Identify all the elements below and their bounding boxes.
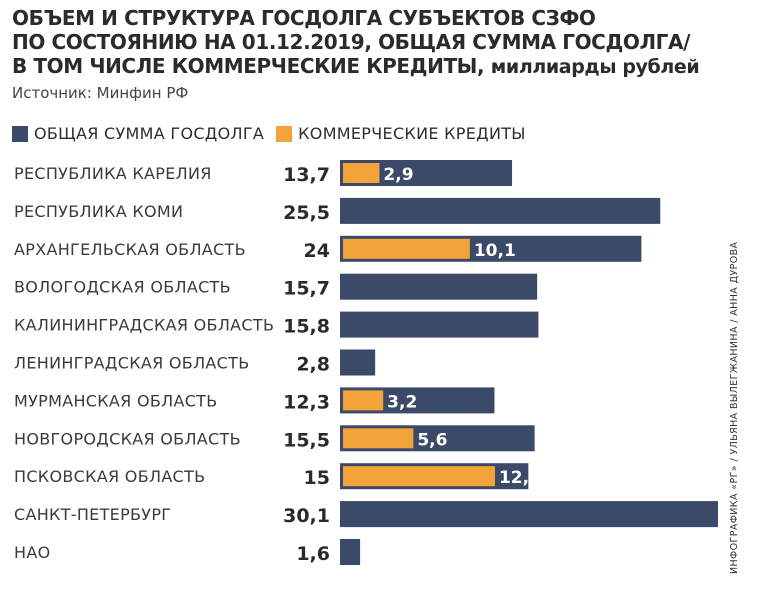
total-bar bbox=[340, 273, 538, 300]
title-line-3: В ТОМ ЧИСЛЕ КОММЕРЧЕСКИЕ КРЕДИТЫ, миллиа… bbox=[12, 54, 712, 79]
commercial-bar bbox=[343, 390, 384, 411]
commercial-bar bbox=[343, 428, 414, 449]
total-value-label: 2,8 bbox=[296, 354, 330, 376]
total-value-label: 13,7 bbox=[283, 164, 330, 186]
commercial-value-label: 12,1 bbox=[499, 468, 541, 488]
commercial-value-label: 10,1 bbox=[474, 241, 516, 261]
title-unit: миллиарды рублей bbox=[490, 56, 700, 78]
total-value-label: 30,1 bbox=[283, 505, 330, 527]
commercial-value-label: 2,9 bbox=[383, 165, 413, 185]
category-label: МУРМАНСКАЯ ОБЛАСТЬ bbox=[14, 391, 218, 410]
total-value-label: 15,7 bbox=[283, 278, 330, 300]
title-line-1: ОБЪЕМ И СТРУКТУРА ГОСДОЛГА СУБЪЕКТОВ СЗФ… bbox=[12, 6, 596, 30]
source-note: Источник: Минфин РФ bbox=[12, 84, 189, 102]
legend-swatch-total bbox=[12, 125, 28, 142]
total-bar bbox=[340, 311, 539, 338]
category-label: РЕСПУБЛИКА КАРЕЛИЯ bbox=[14, 164, 212, 183]
total-value-label: 15,8 bbox=[283, 316, 330, 338]
total-value-label: 24 bbox=[304, 240, 330, 262]
total-bar bbox=[340, 349, 376, 376]
legend-item-total: ОБЩАЯ СУММА ГОСДОЛГА bbox=[12, 124, 264, 143]
total-value-label: 15,5 bbox=[283, 429, 330, 451]
total-value-label: 15 bbox=[304, 467, 330, 489]
category-label: КАЛИНИНГРАДСКАЯ ОБЛАСТЬ bbox=[14, 316, 274, 335]
chart-title: ОБЪЕМ И СТРУКТУРА ГОСДОЛГА СУБЪЕКТОВ СЗФ… bbox=[12, 6, 712, 79]
total-bar bbox=[340, 197, 661, 224]
total-bar bbox=[340, 501, 718, 528]
legend-label-total: ОБЩАЯ СУММА ГОСДОЛГА bbox=[34, 124, 265, 143]
category-label: ЛЕНИНГРАДСКАЯ ОБЛАСТЬ bbox=[14, 354, 249, 373]
credit-line: ИНФОГРАФИКА «РГ» / УЛЬЯНА ВЫЛЕГЖАНИНА / … bbox=[729, 241, 740, 574]
category-label: ВОЛОГОДСКАЯ ОБЛАСТЬ bbox=[14, 278, 231, 297]
category-label: НОВГОРОДСКАЯ ОБЛАСТЬ bbox=[14, 429, 241, 448]
total-value-label: 1,6 bbox=[296, 543, 330, 565]
legend-item-commercial: КОММЕРЧЕСКИЕ КРЕДИТЫ bbox=[276, 124, 526, 143]
category-label: АРХАНГЕЛЬСКАЯ ОБЛАСТЬ bbox=[14, 240, 246, 259]
commercial-bar bbox=[343, 238, 470, 259]
category-label: ПСКОВСКАЯ ОБЛАСТЬ bbox=[14, 467, 205, 486]
category-label: НАО bbox=[14, 543, 50, 562]
legend: ОБЩАЯ СУММА ГОСДОЛГА КОММЕРЧЕСКИЕ КРЕДИТ… bbox=[12, 124, 538, 143]
title-line-3-text: В ТОМ ЧИСЛЕ КОММЕРЧЕСКИЕ КРЕДИТЫ, bbox=[12, 54, 485, 78]
total-value-label: 25,5 bbox=[283, 202, 330, 224]
category-label: САНКТ-ПЕТЕРБУРГ bbox=[14, 505, 171, 524]
commercial-bar bbox=[343, 466, 495, 487]
legend-swatch-commercial bbox=[276, 125, 293, 142]
category-label: РЕСПУБЛИКА КОМИ bbox=[14, 202, 183, 221]
commercial-value-label: 5,6 bbox=[417, 430, 447, 450]
commercial-bar bbox=[343, 163, 380, 183]
title-line-2: ПО СОСТОЯНИЮ НА 01.12.2019, ОБЩАЯ СУММА … bbox=[12, 30, 691, 54]
commercial-value-label: 3,2 bbox=[387, 392, 417, 412]
legend-label-commercial: КОММЕРЧЕСКИЕ КРЕДИТЫ bbox=[298, 124, 526, 143]
total-bar bbox=[340, 539, 361, 565]
total-value-label: 12,3 bbox=[283, 391, 330, 413]
